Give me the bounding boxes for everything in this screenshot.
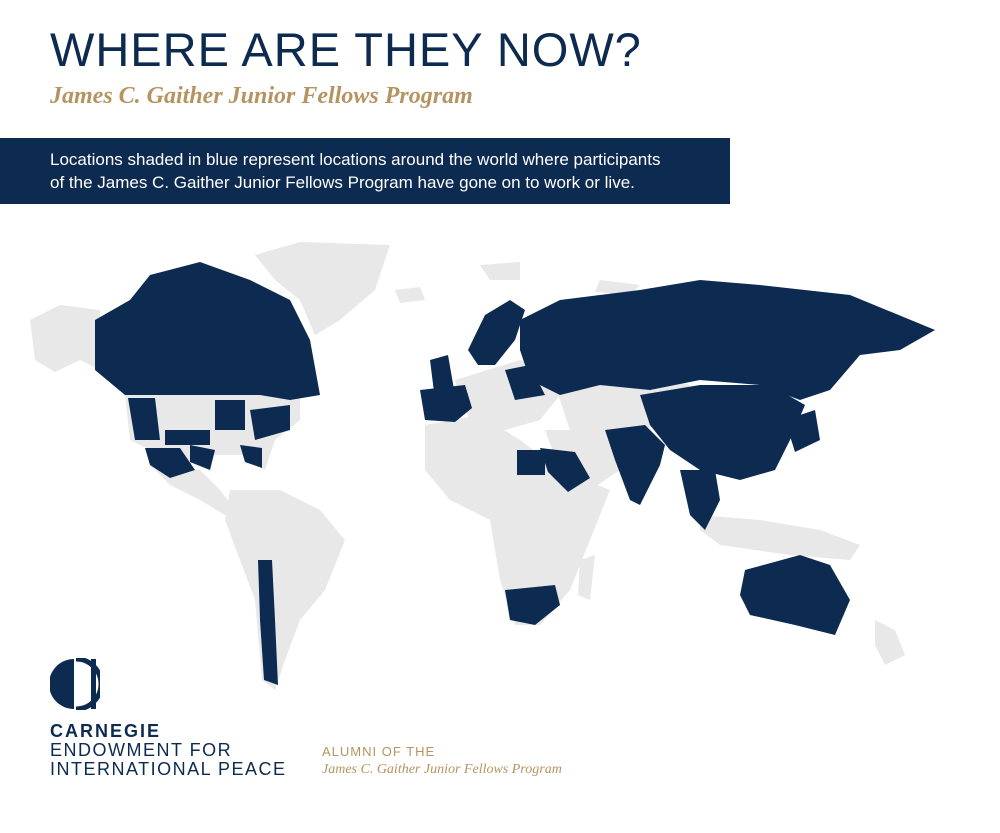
- ukraine-baltics: [505, 365, 545, 400]
- alaska: [30, 305, 100, 372]
- canada: [95, 262, 320, 400]
- shaded-regions: [95, 262, 935, 685]
- us-states: [128, 398, 290, 470]
- france-spain: [420, 385, 472, 422]
- page-subtitle: James C. Gaither Junior Fellows Program: [50, 83, 473, 109]
- china-mongolia: [640, 385, 805, 480]
- middle-east: [545, 430, 620, 490]
- egypt: [517, 450, 545, 475]
- chile: [258, 560, 278, 685]
- banner-line-1: Locations shaded in blue represent locat…: [50, 150, 661, 169]
- alumni-program: James C. Gaither Junior Fellows Program: [322, 762, 562, 777]
- saudi-arabia: [540, 448, 590, 492]
- new-zealand: [875, 620, 905, 665]
- greenland: [255, 242, 390, 335]
- india-pakistan: [605, 425, 665, 505]
- banner-line-2: of the James C. Gaither Junior Fellows P…: [50, 173, 635, 192]
- southeast-asia: [680, 470, 720, 530]
- org-line-2: ENDOWMENT FOR: [50, 740, 233, 760]
- norway-sweden: [468, 300, 525, 365]
- south-africa: [505, 585, 560, 625]
- organization-name: CARNEGIE ENDOWMENT FOR INTERNATIONAL PEA…: [50, 722, 287, 779]
- southeast-asia-islands: [700, 515, 860, 560]
- description-banner: Locations shaded in blue represent locat…: [0, 138, 730, 204]
- iceland: [395, 287, 425, 303]
- carnegie-logo-icon: [50, 658, 100, 710]
- org-line-3: INTERNATIONAL PEACE: [50, 759, 287, 779]
- svalbard-arctic: [480, 262, 640, 295]
- mexico: [145, 448, 195, 478]
- south-america: [225, 490, 345, 690]
- russia: [520, 280, 935, 400]
- page-title: WHERE ARE THEY NOW?: [50, 23, 642, 76]
- madagascar: [578, 555, 595, 600]
- japan-korea: [785, 410, 820, 452]
- world-map: [30, 242, 935, 690]
- org-line-1: CARNEGIE: [50, 721, 162, 741]
- alumni-label: ALUMNI OF THE: [322, 744, 436, 759]
- australia: [740, 555, 850, 635]
- africa: [425, 415, 610, 625]
